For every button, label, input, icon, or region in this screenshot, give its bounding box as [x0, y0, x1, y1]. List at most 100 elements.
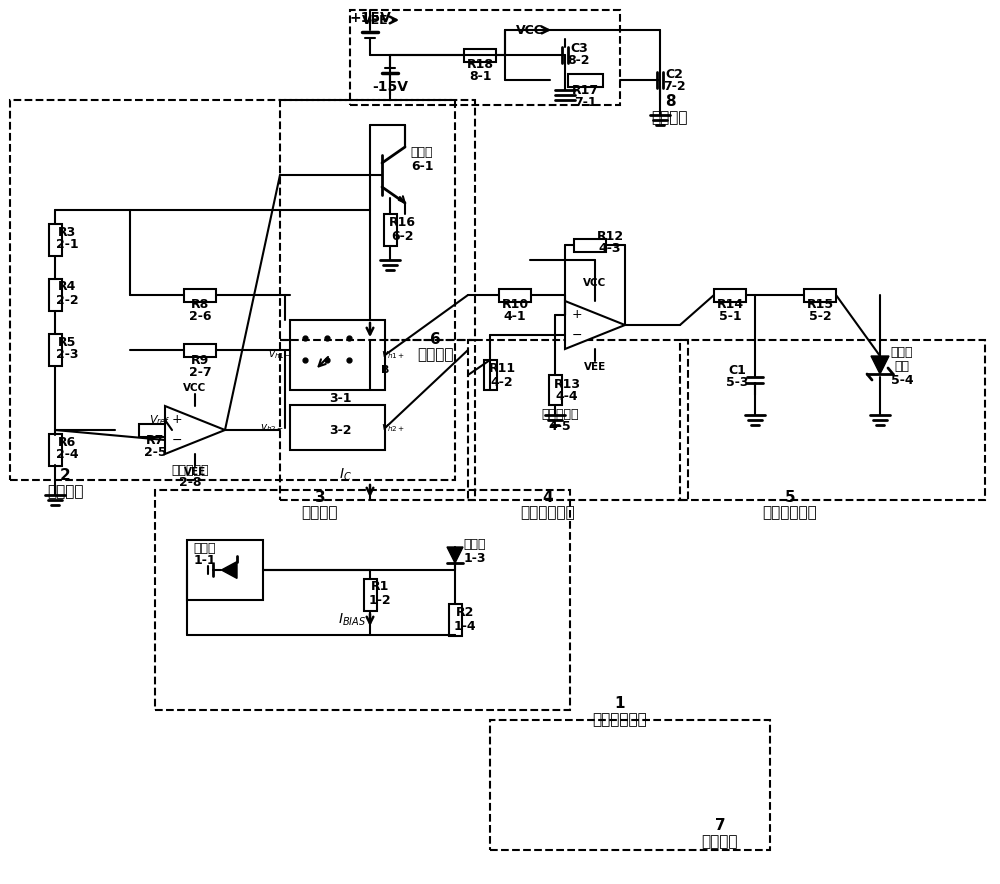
Text: 输出保护电路: 输出保护电路 — [763, 506, 817, 521]
Bar — [139, 423, 171, 437]
Text: R7: R7 — [146, 433, 164, 446]
Text: R1: R1 — [371, 581, 389, 593]
Text: $v_{h1-}$: $v_{h1-}$ — [268, 349, 292, 361]
Text: 2-3: 2-3 — [56, 348, 78, 362]
Text: 7-1: 7-1 — [574, 95, 596, 109]
Text: 供电电路: 供电电路 — [702, 834, 738, 850]
Text: 5: 5 — [785, 490, 795, 505]
Text: 三极管: 三极管 — [411, 147, 433, 159]
Bar — [574, 239, 606, 252]
Text: 1-3: 1-3 — [464, 552, 486, 566]
Text: 2-7: 2-7 — [189, 365, 211, 378]
Text: 2-4: 2-4 — [56, 448, 78, 461]
Bar — [680, 340, 985, 500]
Bar — [490, 720, 770, 850]
Text: R13: R13 — [554, 377, 580, 391]
Bar — [364, 579, 376, 611]
Text: 供电电路: 供电电路 — [652, 110, 688, 126]
Bar — [350, 10, 620, 105]
Text: 调零电路: 调零电路 — [47, 484, 83, 499]
Text: 1: 1 — [615, 697, 625, 712]
Text: 5-1: 5-1 — [719, 310, 741, 324]
Text: R5: R5 — [58, 336, 76, 348]
Text: 稳压电路: 稳压电路 — [417, 347, 453, 362]
Text: VCC: VCC — [583, 278, 607, 288]
Bar — [464, 49, 496, 62]
Text: 2-6: 2-6 — [189, 310, 211, 324]
Text: $I_C$: $I_C$ — [339, 467, 351, 484]
Bar — [468, 340, 688, 500]
Bar — [448, 604, 462, 636]
Text: 1-4: 1-4 — [454, 620, 476, 632]
Bar — [484, 360, 496, 390]
Text: 3: 3 — [315, 490, 325, 505]
Text: C3: C3 — [570, 42, 588, 56]
Text: R18: R18 — [466, 58, 494, 72]
Text: C2: C2 — [665, 67, 683, 80]
Text: VEE: VEE — [184, 467, 206, 477]
Text: 运算放大器: 运算放大器 — [171, 463, 209, 476]
Bar — [280, 340, 475, 500]
Text: R2: R2 — [456, 606, 474, 619]
Bar — [499, 288, 531, 301]
Bar — [384, 214, 396, 246]
Bar — [187, 540, 263, 600]
Bar — [48, 279, 62, 311]
Polygon shape — [447, 547, 463, 563]
Bar — [48, 224, 62, 256]
Text: −: − — [572, 329, 582, 342]
Polygon shape — [165, 406, 225, 454]
Text: 运算放大器: 运算放大器 — [541, 408, 579, 422]
Text: 3-2: 3-2 — [329, 423, 351, 437]
Text: -15V: -15V — [372, 80, 408, 94]
Text: R10: R10 — [501, 299, 529, 311]
Bar — [184, 288, 216, 301]
Text: 6: 6 — [430, 332, 440, 347]
Text: 2-1: 2-1 — [56, 239, 78, 252]
Text: 4-5: 4-5 — [549, 421, 571, 433]
Bar — [290, 320, 385, 390]
Text: B: B — [381, 365, 389, 375]
Text: $v_{h2-}$: $v_{h2-}$ — [260, 422, 284, 434]
Text: 5-3: 5-3 — [726, 376, 748, 388]
Text: 4: 4 — [543, 490, 553, 505]
Bar — [48, 434, 62, 466]
Text: 稳压管: 稳压管 — [194, 542, 216, 554]
Text: $V_{ref}$: $V_{ref}$ — [149, 413, 171, 427]
Text: $I_{BIAS}$: $I_{BIAS}$ — [338, 612, 366, 629]
Text: +15V: +15V — [349, 11, 391, 25]
Text: 恒流补偿电路: 恒流补偿电路 — [593, 713, 647, 728]
Text: 3-1: 3-1 — [329, 392, 351, 405]
Bar — [804, 288, 836, 301]
Text: 4-4: 4-4 — [556, 391, 578, 403]
Text: 7-2: 7-2 — [663, 80, 685, 93]
Text: 4-3: 4-3 — [599, 242, 621, 255]
Polygon shape — [871, 356, 889, 374]
Bar — [48, 334, 62, 366]
Text: +: + — [172, 413, 182, 426]
Text: 2-2: 2-2 — [56, 293, 78, 307]
Text: 8-1: 8-1 — [469, 71, 491, 83]
Polygon shape — [565, 301, 625, 349]
Text: 2: 2 — [60, 469, 70, 484]
Text: 2-8: 2-8 — [179, 476, 201, 489]
Text: 4-2: 4-2 — [491, 376, 513, 388]
Text: VCC: VCC — [183, 383, 207, 393]
Text: R15: R15 — [806, 299, 834, 311]
Text: 二极管: 二极管 — [464, 538, 486, 552]
Text: R3: R3 — [58, 225, 76, 239]
Text: VEE: VEE — [584, 362, 606, 372]
Text: 7: 7 — [715, 819, 725, 834]
Text: R11: R11 — [488, 362, 516, 376]
Text: R12: R12 — [596, 231, 624, 243]
Text: R9: R9 — [191, 354, 209, 367]
Text: +: + — [572, 308, 582, 321]
Bar — [568, 73, 602, 87]
Bar — [548, 375, 562, 405]
Text: 2-5: 2-5 — [144, 446, 166, 459]
Text: $v_{h2+}$: $v_{h2+}$ — [381, 422, 405, 434]
Bar — [290, 405, 385, 450]
Text: 8-2: 8-2 — [568, 55, 590, 67]
Text: R17: R17 — [571, 83, 599, 96]
Text: R4: R4 — [58, 280, 76, 293]
